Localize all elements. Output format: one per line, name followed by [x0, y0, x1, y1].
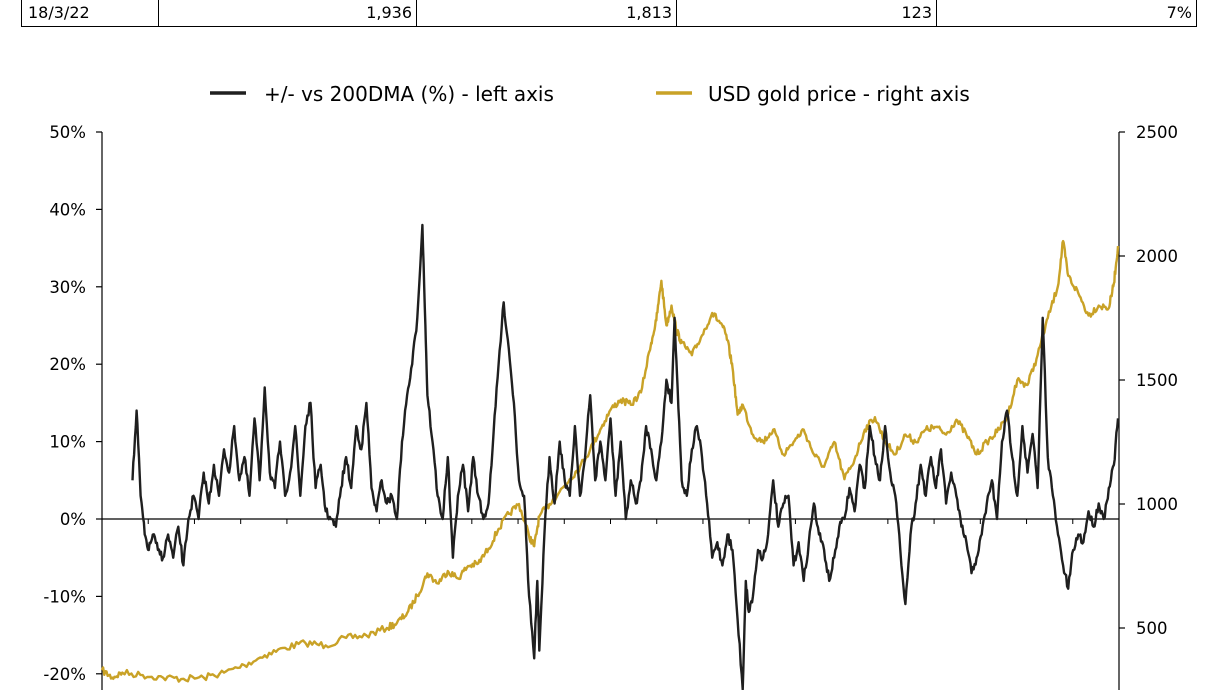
legend: +/- vs 200DMA (%) - left axis USD gold p… — [210, 82, 970, 106]
left-axis-tick-label: -10% — [43, 587, 86, 606]
table-cell-value-1: 1,936 — [158, 0, 417, 27]
series-gold — [100, 239, 1120, 683]
series-pct — [131, 223, 1120, 690]
left-axis-tick-label: -20% — [43, 665, 86, 684]
left-axis-tick-label: 10% — [49, 433, 86, 452]
right-axis-tick-label: 2500 — [1136, 123, 1178, 142]
table-cell-value-3: 123 — [676, 0, 937, 27]
left-axis-tick-label: 50% — [49, 123, 86, 142]
right-axis-tick-label: 1500 — [1136, 371, 1178, 390]
right-axis-tick-label: 1000 — [1136, 495, 1178, 514]
left-axis-tick-label: 40% — [49, 200, 86, 219]
table-cell-value-2: 1,813 — [416, 0, 677, 27]
right-axis-tick-label: 500 — [1136, 619, 1168, 638]
table-cell-value-4: 7% — [936, 0, 1197, 27]
pct-vs-200dma-line — [131, 223, 1120, 690]
summary-table: 18/3/22 1,936 1,813 123 7% — [21, 0, 1197, 27]
axes: 50% 40% 30% 20% 10% 0% -10% -20% 2500 2000 1500 100… — [43, 123, 1178, 690]
gold-price-line — [100, 239, 1120, 683]
left-axis-tick-label: 30% — [49, 278, 86, 297]
legend-label-pct: +/- vs 200DMA (%) - left axis — [264, 82, 554, 106]
table-cell-date: 18/3/22 — [21, 0, 159, 27]
right-axis-tick-label: 2000 — [1136, 247, 1178, 266]
left-axis-tick-label: 20% — [49, 355, 86, 374]
legend-label-gold: USD gold price - right axis — [708, 82, 970, 106]
left-axis-tick-label: 0% — [60, 510, 86, 529]
table-row: 18/3/22 1,936 1,813 123 7% — [21, 0, 1197, 27]
